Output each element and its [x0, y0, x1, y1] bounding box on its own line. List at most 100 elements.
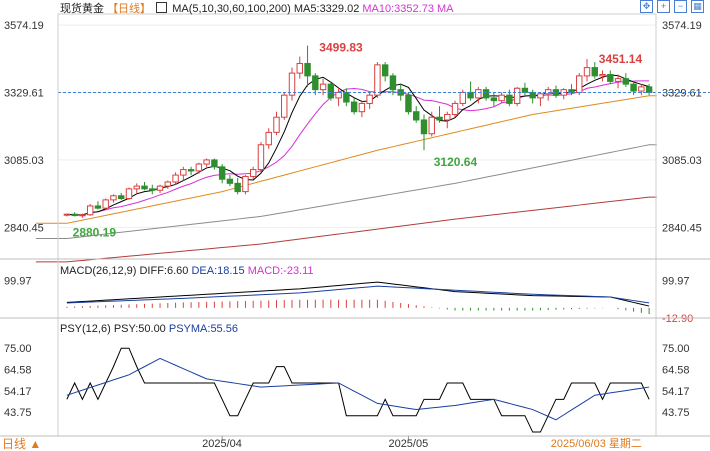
candle-body: [79, 214, 86, 217]
candle-body: [521, 87, 529, 93]
x-tick-label: 2025/04: [202, 438, 242, 450]
candle-body: [226, 178, 234, 184]
candle-body: [436, 116, 443, 121]
candle-body: [195, 163, 203, 172]
cursor-date-label: 2025/06/03 星期二: [551, 437, 642, 450]
candle-body: [327, 83, 335, 99]
candle-body: [428, 116, 435, 135]
macd-dea-line: [66, 285, 650, 304]
candle-body: [164, 181, 172, 187]
price-header: 现货黄金 【日线】 MA(5,10,30,60,100,200) MA5:332…: [60, 2, 454, 16]
ma-toggle-icon[interactable]: [156, 2, 168, 13]
instrument-name: 现货黄金: [60, 3, 104, 15]
y-tick-label-left: 3574.19: [4, 20, 44, 32]
candle-body: [451, 102, 459, 115]
price-panel[interactable]: 3574.19 3574.19 3329.61 3329.61 3085.03 3085.…: [4, 20, 710, 263]
plot-frame: [57, 13, 657, 437]
start-low-annotation: 2880.19: [73, 225, 117, 239]
period-button[interactable]: 日线 ▲: [2, 437, 42, 451]
candle-body: [180, 169, 187, 176]
candle-body: [102, 199, 109, 209]
candle-body: [133, 185, 140, 190]
psy-params: PSY(12,6): [60, 323, 111, 335]
candle-body: [638, 86, 645, 92]
candle-body: [281, 94, 288, 118]
candle-body: [583, 67, 591, 77]
zoom-in-icon[interactable]: +: [657, 0, 670, 13]
ma5-line: [66, 74, 650, 216]
candle-body: [86, 205, 94, 216]
candle-body: [607, 73, 614, 82]
candle-body: [63, 213, 71, 216]
candle-body: [467, 91, 474, 99]
macd-diff-line: [66, 281, 650, 307]
psy-y-tick-left: 75.00: [4, 343, 32, 355]
candle-body: [312, 75, 319, 91]
x-tick-label: 2025/05: [388, 438, 428, 450]
psy-panel[interactable]: 75.00 75.00 64.58 64.58 54.17 54.17 43.75 43.75: [4, 343, 690, 433]
candle-body: [413, 111, 420, 121]
ma5-value: MA5:3329.02: [293, 3, 360, 15]
y-tick-label-left: 2840.45: [4, 222, 44, 234]
psy-y-tick-right: 64.58: [662, 365, 690, 377]
candle-body: [118, 195, 125, 200]
ma-more: MA: [437, 3, 454, 15]
psy-y-tick-right: 43.75: [662, 407, 690, 419]
ma60-line: [35, 144, 657, 239]
candle-body: [645, 86, 653, 93]
candle-body: [218, 166, 226, 180]
macd-diff: DIFF:6.60: [139, 265, 189, 277]
y-tick-label-right: 3329.61: [662, 88, 702, 100]
psy-value: PSY:50.00: [113, 323, 166, 335]
candle-body: [335, 91, 342, 99]
zoom-out-icon[interactable]: −: [674, 0, 687, 13]
candle-body: [366, 94, 373, 104]
macd-y-tick-left: 99.97: [4, 276, 32, 288]
crosshair-icon[interactable]: ✥: [640, 0, 653, 13]
macd-y-tick-right: 99.97: [662, 276, 690, 288]
macd-y-tick-right-low: -12.90: [662, 313, 693, 325]
macd-panel[interactable]: 99.97 99.97 -12.90: [4, 276, 693, 325]
psy-y-tick-right: 75.00: [662, 343, 690, 355]
candle-body: [630, 83, 637, 92]
candle-body: [296, 62, 303, 74]
psyma-line: [66, 357, 650, 421]
psy-y-tick-left: 43.75: [4, 407, 32, 419]
candle-body: [591, 67, 598, 77]
y-tick-label-right: 3085.03: [662, 155, 702, 167]
candle-body: [498, 94, 505, 102]
candle-body: [459, 91, 467, 104]
candle-body: [381, 64, 389, 77]
candle-body: [576, 75, 583, 93]
candle-body: [475, 89, 482, 99]
candle-body: [529, 91, 536, 99]
candle-body: [249, 169, 257, 177]
low-annotation: 3120.64: [434, 155, 478, 169]
ma10-line: [66, 80, 650, 216]
ma10-value: MA10:3352.73: [362, 3, 434, 15]
layout-icon[interactable]: ▦: [691, 0, 704, 13]
psy-y-tick-right: 54.17: [662, 386, 690, 398]
candle-body: [622, 78, 630, 85]
candle-body: [156, 185, 164, 191]
candle-body: [319, 83, 327, 91]
candle-body: [358, 102, 366, 113]
psy-y-tick-left: 64.58: [4, 365, 32, 377]
candle-body: [149, 188, 156, 191]
candle-body: [265, 131, 272, 146]
candle-body: [614, 78, 622, 82]
candle-body: [141, 185, 148, 190]
psy-y-tick-left: 54.17: [4, 386, 32, 398]
candle-body: [343, 91, 350, 103]
candle-body: [71, 213, 78, 217]
period-label[interactable]: 【日线】: [107, 3, 152, 15]
y-tick-label-left: 3085.03: [4, 155, 44, 167]
candle-body: [506, 94, 513, 104]
candle-body: [172, 174, 179, 183]
macd-params: MACD(26,12,9): [60, 265, 137, 277]
macd-value: MACD:-23.11: [247, 265, 314, 277]
candle-body: [513, 87, 521, 104]
candle-body: [288, 72, 296, 96]
candle-body: [599, 73, 606, 77]
